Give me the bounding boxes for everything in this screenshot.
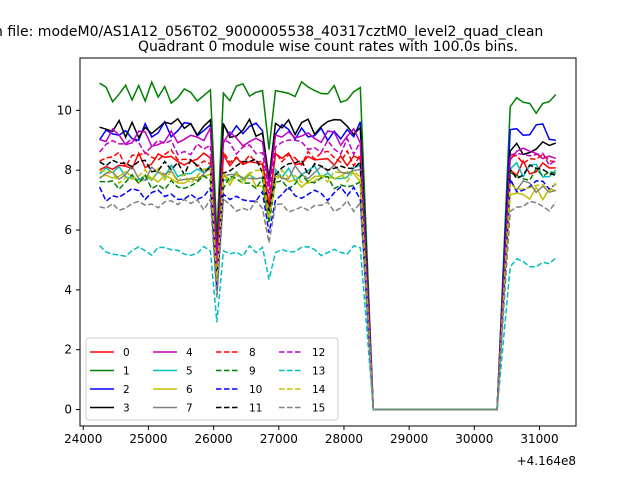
legend-label-3: 3 <box>123 403 130 415</box>
chart-title: Quadrant 0 module wise count rates with … <box>138 39 518 55</box>
y-tick-label: 2 <box>64 343 72 357</box>
legend-label-14: 14 <box>312 384 326 396</box>
plot-frame <box>79 57 577 427</box>
x-axis: 24000 25000 26000 27000 28000 29000 30000 31000 <box>64 426 559 446</box>
legend-label-10: 10 <box>249 384 262 396</box>
legend-label-11: 11 <box>249 403 262 415</box>
y-tick-label: 8 <box>64 163 72 177</box>
legend-frame <box>85 337 339 421</box>
legend-label-13: 13 <box>312 366 325 378</box>
legend-label-0: 0 <box>123 347 130 359</box>
x-tick-label: 28000 <box>325 432 363 446</box>
legend-label-1: 1 <box>123 366 130 378</box>
legend-label-8: 8 <box>249 347 256 359</box>
legend-label-5: 5 <box>186 366 193 378</box>
x-tick-label: 30000 <box>455 432 493 446</box>
x-tick-label: 29000 <box>390 432 428 446</box>
x-tick-label: 27000 <box>260 432 298 446</box>
figure-suptitle: n file: modeM0/AS1A12_056T02_9000005538_… <box>0 24 543 40</box>
series-line-15 <box>99 196 557 411</box>
y-tick-label: 4 <box>64 283 72 297</box>
x-tick-label: 25000 <box>129 432 167 446</box>
x-tick-label: 31000 <box>520 432 558 446</box>
legend-label-2: 2 <box>123 384 130 396</box>
y-axis: 0 2 4 6 8 10 <box>57 103 80 417</box>
y-tick-label: 0 <box>64 403 72 417</box>
legend-label-7: 7 <box>186 403 193 415</box>
x-tick-label: 24000 <box>64 432 102 446</box>
legend-label-4: 4 <box>186 347 193 359</box>
y-tick-label: 10 <box>57 103 72 117</box>
legend-label-12: 12 <box>312 347 325 359</box>
legend-label-9: 9 <box>249 366 256 378</box>
legend-label-15: 15 <box>312 403 325 415</box>
x-tick-label: 26000 <box>195 432 233 446</box>
legend-label-6: 6 <box>186 384 193 396</box>
series-line-9 <box>99 167 556 411</box>
plot-lines <box>98 80 557 411</box>
y-tick-label: 6 <box>64 223 72 237</box>
x-offset-label: +4.164e8 <box>517 454 576 468</box>
